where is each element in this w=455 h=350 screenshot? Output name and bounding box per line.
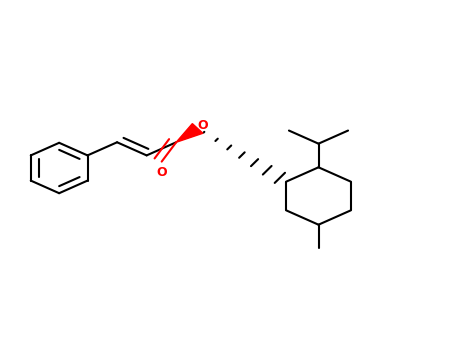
Polygon shape	[176, 124, 203, 142]
Text: O: O	[157, 166, 167, 179]
Text: O: O	[198, 119, 208, 132]
